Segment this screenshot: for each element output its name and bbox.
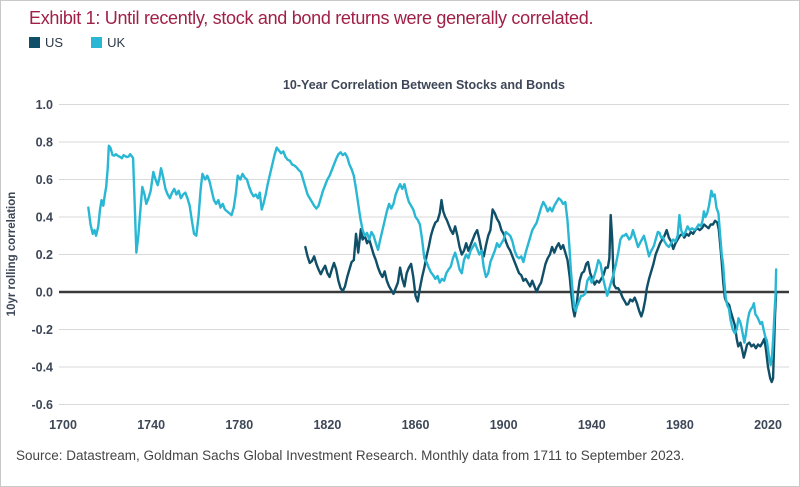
y-axis-tick-label: -0.6 <box>31 398 53 412</box>
y-axis-tick-label: -0.4 <box>31 361 53 375</box>
x-axis-tick-label: 1780 <box>225 418 253 432</box>
uk-series-swatch-icon <box>91 37 103 48</box>
y-axis-title: 10yr rolling correlation <box>6 192 18 317</box>
uk-line <box>87 144 778 367</box>
y-axis-tick-label: 0.6 <box>36 173 53 187</box>
x-axis-tick-label: 1700 <box>49 418 77 432</box>
source-note: Source: Datastream, Goldman Sachs Global… <box>16 448 685 463</box>
chart-legend: US UK <box>29 35 153 50</box>
x-axis-tick-label: 1740 <box>137 418 165 432</box>
uk-legend-label: UK <box>107 35 126 50</box>
x-axis-tick-label: 1980 <box>666 418 694 432</box>
us-line <box>304 198 778 384</box>
x-axis-tick-label: 2020 <box>754 418 782 432</box>
y-axis-tick-label: 0.8 <box>36 136 53 150</box>
x-axis-tick-label: 1940 <box>578 418 606 432</box>
legend-item-uk: UK <box>91 35 125 50</box>
us-legend-label: US <box>45 35 64 50</box>
exhibit-title: Exhibit 1: Until recently, stock and bon… <box>29 8 594 28</box>
x-axis-tick-label: 1860 <box>402 418 430 432</box>
x-axis-tick-label: 1820 <box>313 418 341 432</box>
y-axis-tick-label: -0.2 <box>31 323 53 337</box>
us-series-swatch-icon <box>29 37 40 48</box>
x-axis-tick-label: 1900 <box>490 418 518 432</box>
y-axis-tick-label: 0.2 <box>36 248 53 262</box>
y-axis-tick-label: 1.0 <box>36 98 53 112</box>
y-axis-tick-label: 0.4 <box>36 211 53 225</box>
y-axis-tick-label: 0.0 <box>36 286 53 300</box>
legend-item-us: US <box>29 35 63 50</box>
chart-title: 10-Year Correlation Between Stocks and B… <box>282 78 566 92</box>
